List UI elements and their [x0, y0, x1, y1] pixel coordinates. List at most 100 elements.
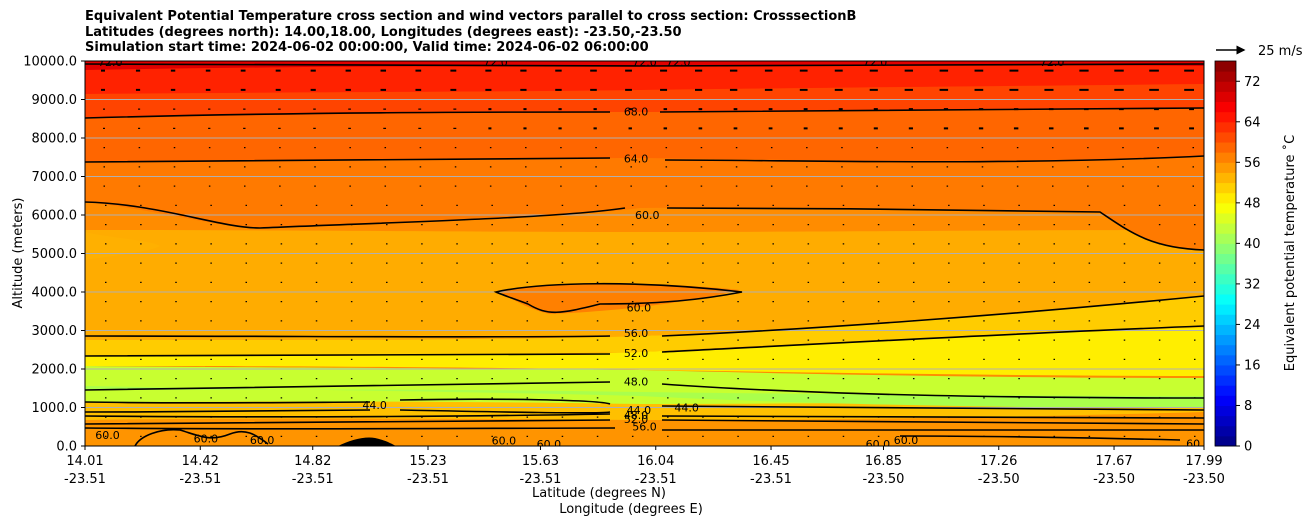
colorbar-segment [1215, 435, 1236, 447]
colorbar-segment [1215, 91, 1236, 103]
colorbar-segment [1215, 71, 1236, 82]
y-tick-label: 2000.0 [32, 363, 78, 378]
x-tick-label-lon: -23.50 [1183, 472, 1225, 487]
colorbar-segment [1215, 162, 1236, 173]
x-tick-label-lon: -23.51 [292, 472, 334, 487]
colorbar-segment [1215, 243, 1236, 254]
y-tick-label: 10000.0 [23, 55, 77, 70]
contour-label: 52.0 [624, 413, 649, 426]
contour-label: 44.0 [362, 399, 387, 412]
contour-48 [85, 381, 1204, 399]
x-tick-label-lat: 16.04 [637, 454, 674, 469]
contour-44b [85, 409, 611, 414]
colorbar-segment [1215, 425, 1236, 437]
contour-60-low-left [134, 428, 269, 446]
x-axis: 14.01 -23.51 14.42 -23.51 14.82 -23.51 15.23 -2… [64, 446, 1225, 487]
colorbar-segment [1215, 273, 1236, 285]
colorbar-segment [1215, 101, 1236, 113]
band-yellow-orange [85, 296, 1204, 356]
x-tick-label-lat: 17.26 [980, 454, 1017, 469]
colorbar-tick-label: 72 [1244, 75, 1261, 90]
colorbar-segment [1215, 212, 1236, 224]
x-tick-label-lat: 14.42 [182, 454, 219, 469]
colorbar-segment [1215, 233, 1236, 244]
colorbar-segment [1215, 415, 1236, 427]
x-tick-label-lon: -23.50 [978, 472, 1020, 487]
x-tick-label-lat: 15.63 [522, 454, 559, 469]
colorbar-frame [1214, 60, 1237, 447]
band-orange-mid [500, 283, 740, 314]
colorbar-segment [1215, 152, 1236, 163]
colorbar-tick-label: 32 [1244, 277, 1261, 292]
x-tick-label-lon: -23.51 [64, 472, 106, 487]
colorbar-segment [1215, 294, 1236, 305]
colorbar-segment [1215, 172, 1236, 184]
colorbar-segment [1215, 324, 1236, 336]
colorbar-tick-label: 16 [1244, 358, 1261, 373]
y-tick-label: 3000.0 [32, 324, 78, 339]
colorbar-segment [1215, 263, 1236, 275]
contour-label: 60.0 [894, 434, 919, 447]
contour-60-upper [85, 201, 1204, 251]
colorbar-segment [1215, 121, 1236, 133]
colorbar-tick-label: 24 [1244, 318, 1261, 333]
colorbar-segment [1215, 253, 1236, 265]
x-tick-label-lon: -23.51 [520, 472, 562, 487]
x-axis-label-longitude: Longitude (degrees E) [559, 502, 703, 517]
contour-label: 64.0 [624, 152, 649, 165]
colorbar-label: Equivalent potential temperature ˚C [1282, 135, 1298, 371]
contour-label: 60.0 [250, 434, 275, 447]
y-axis-label: Altitude (meters) [11, 198, 26, 309]
contour-label: 60.0 [492, 435, 517, 448]
contour-labels: 72.0 72.0 72.0 72.0 72.0 72.068.064.060.060.0… [95, 56, 1211, 451]
colorbar-segment [1215, 223, 1236, 234]
colorbar-segment [1215, 61, 1236, 72]
colorbar-segment [1215, 304, 1236, 315]
colorbar-tick-label: 0 [1244, 440, 1252, 455]
contour-label: 72.0 [1040, 56, 1065, 69]
contour-label: 60.0 [194, 432, 219, 445]
colorbar-segment [1215, 182, 1236, 194]
colorbar-segment [1215, 354, 1236, 366]
contour-label: 72.0 [483, 56, 508, 69]
colorbar-tick-label: 8 [1244, 399, 1252, 414]
colorbar-segment [1215, 364, 1236, 376]
y-tick-label: 5000.0 [32, 247, 78, 262]
x-tick-label-lon: -23.51 [407, 472, 449, 487]
contour-label: 60.0 [1186, 438, 1211, 451]
x-tick-label-lat: 16.45 [752, 454, 789, 469]
x-tick-label-lon: -23.50 [863, 472, 905, 487]
x-axis-label-latitude: Latitude (degrees N) [532, 486, 666, 501]
chart-title: Equivalent Potential Temperature cross s… [85, 9, 856, 56]
y-tick-label: 9000.0 [32, 93, 78, 108]
colorbar-segment [1215, 283, 1236, 295]
x-tick-label-lat: 17.67 [1095, 454, 1132, 469]
colorbar-tick-label: 56 [1244, 156, 1261, 171]
contour-label: 44.0 [627, 404, 652, 417]
colorbar-segment [1215, 131, 1236, 143]
contour-label: 72.0 [666, 56, 691, 69]
contour-label: 68.0 [624, 105, 649, 118]
x-tick-label-lat: 14.82 [294, 454, 331, 469]
contour-72 [85, 63, 1204, 67]
x-tick-label-lat: 17.99 [1185, 454, 1222, 469]
y-tick-label: 8000.0 [32, 132, 78, 147]
contour-label: 52.0 [624, 347, 649, 360]
band-light-green [85, 386, 1204, 408]
contour-label: 60.0 [635, 209, 660, 222]
x-tick-label-lon: -23.51 [635, 472, 677, 487]
wind-vectors [101, 69, 1196, 437]
colorbar-ticks: 0 8 16 24 32 40 48 56 64 72 [1236, 75, 1261, 455]
colorbar-segment [1215, 375, 1236, 386]
x-tick-label-lon: -23.51 [179, 472, 221, 487]
gridlines [85, 99, 1204, 408]
contour-label: 72.0 [98, 56, 123, 69]
contour-label: 60.0 [537, 438, 562, 451]
contour-label: 48.0 [624, 409, 649, 422]
contour-label: 72.0 [632, 56, 657, 69]
contour-60-blob [493, 282, 743, 314]
colorbar-tick-label: 40 [1244, 237, 1261, 252]
contour-label: 44.0 [674, 402, 699, 415]
colorbar [1214, 60, 1237, 447]
